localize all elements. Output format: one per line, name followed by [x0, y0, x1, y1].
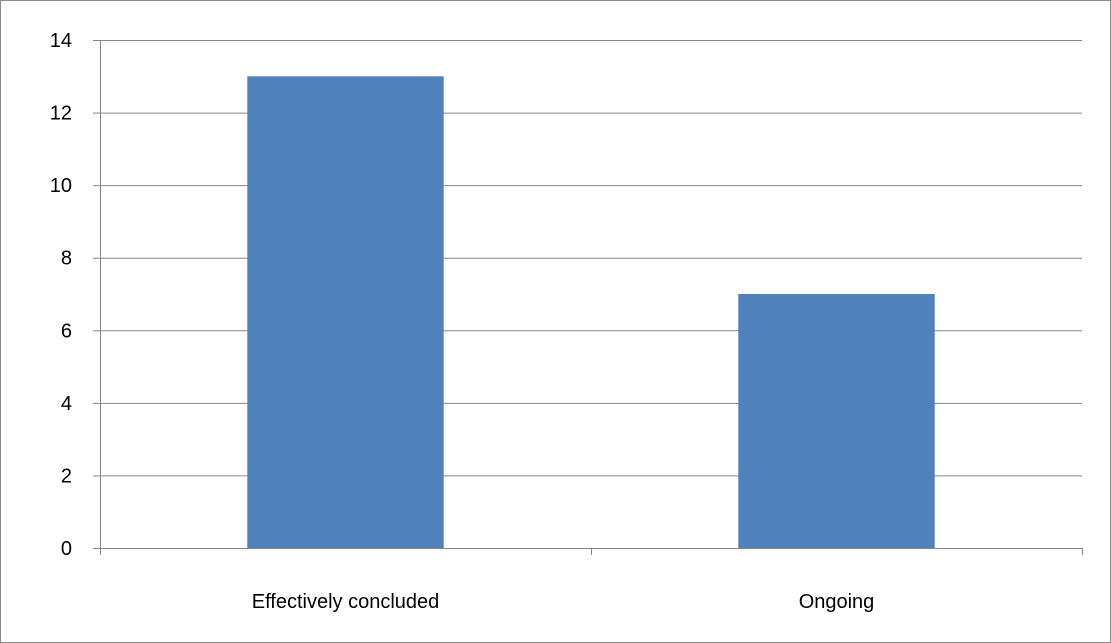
- y-tick-label: 14: [50, 30, 72, 52]
- bars: [247, 76, 935, 549]
- x-category-label: Ongoing: [799, 591, 875, 613]
- axes: [93, 40, 1083, 555]
- bar-effectively-concluded: [247, 76, 444, 549]
- y-tick-label: 12: [50, 103, 72, 125]
- x-category-label: Effectively concluded: [252, 591, 440, 613]
- bar-ongoing: [738, 294, 935, 548]
- y-tick-label: 4: [61, 393, 72, 415]
- y-tick-label: 2: [61, 465, 72, 487]
- y-tick-label: 0: [61, 538, 72, 560]
- y-tick-label: 10: [50, 175, 72, 197]
- y-tick-label: 8: [61, 248, 72, 270]
- x-category-labels: Effectively concluded Ongoing: [252, 591, 875, 613]
- y-tick-labels: 0 2 4 6 8 10 12 14: [50, 30, 72, 560]
- y-tick-label: 6: [61, 320, 72, 342]
